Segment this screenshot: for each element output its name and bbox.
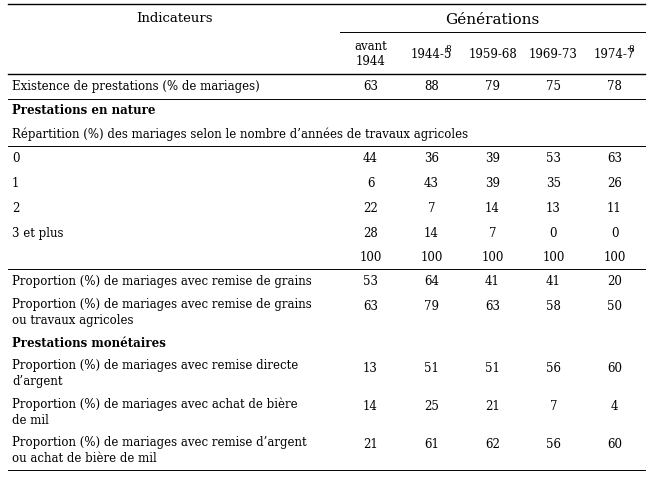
Text: 100: 100 xyxy=(603,251,626,264)
Text: Répartition (%) des mariages selon le nombre d’années de travaux agricoles: Répartition (%) des mariages selon le no… xyxy=(12,127,468,141)
Text: 44: 44 xyxy=(363,152,378,165)
Text: 63: 63 xyxy=(363,300,378,313)
Text: Proportion (%) de mariages avec remise de grains: Proportion (%) de mariages avec remise d… xyxy=(12,274,311,287)
Text: 14: 14 xyxy=(424,227,439,240)
Text: 26: 26 xyxy=(607,177,622,190)
Text: 58: 58 xyxy=(546,300,561,313)
Text: 64: 64 xyxy=(424,274,439,287)
Text: 75: 75 xyxy=(546,80,561,93)
Text: 7: 7 xyxy=(428,202,436,215)
Text: 62: 62 xyxy=(485,438,500,452)
Text: Générations: Générations xyxy=(445,13,539,27)
Text: 3 et plus: 3 et plus xyxy=(12,227,63,240)
Text: 79: 79 xyxy=(424,300,439,313)
Text: 7: 7 xyxy=(550,400,557,413)
Text: 25: 25 xyxy=(424,400,439,413)
Text: 60: 60 xyxy=(607,362,622,375)
Text: 63: 63 xyxy=(607,152,622,165)
Text: Indicateurs: Indicateurs xyxy=(136,11,212,24)
Text: 36: 36 xyxy=(424,152,439,165)
Text: 100: 100 xyxy=(481,251,503,264)
Text: 11: 11 xyxy=(607,202,622,215)
Text: 51: 51 xyxy=(424,362,439,375)
Text: 22: 22 xyxy=(363,202,378,215)
Text: 8: 8 xyxy=(446,45,451,54)
Text: 1974-7: 1974-7 xyxy=(594,47,635,60)
Text: 88: 88 xyxy=(424,80,439,93)
Text: 41: 41 xyxy=(546,274,561,287)
Text: 53: 53 xyxy=(546,152,561,165)
Text: 4: 4 xyxy=(611,400,618,413)
Text: 0: 0 xyxy=(611,227,618,240)
Text: 20: 20 xyxy=(607,274,622,287)
Text: 13: 13 xyxy=(363,362,378,375)
Text: 100: 100 xyxy=(359,251,382,264)
Text: Prestations en nature: Prestations en nature xyxy=(12,104,155,117)
Text: 78: 78 xyxy=(607,80,622,93)
Text: 14: 14 xyxy=(363,400,378,413)
Text: 1969-73: 1969-73 xyxy=(529,47,578,60)
Text: 39: 39 xyxy=(485,152,500,165)
Text: 0: 0 xyxy=(12,152,20,165)
Text: 43: 43 xyxy=(424,177,439,190)
Text: 56: 56 xyxy=(546,362,561,375)
Text: 56: 56 xyxy=(546,438,561,452)
Text: 79: 79 xyxy=(485,80,500,93)
Text: 7: 7 xyxy=(488,227,496,240)
Text: 1944-5: 1944-5 xyxy=(411,47,452,60)
Text: 6: 6 xyxy=(367,177,374,190)
Text: 41: 41 xyxy=(485,274,500,287)
Text: 1: 1 xyxy=(12,177,20,190)
Text: 53: 53 xyxy=(363,274,378,287)
Text: 61: 61 xyxy=(424,438,439,452)
Text: Existence de prestations (% de mariages): Existence de prestations (% de mariages) xyxy=(12,80,260,93)
Text: 39: 39 xyxy=(485,177,500,190)
Text: 63: 63 xyxy=(485,300,500,313)
Text: Proportion (%) de mariages avec remise d’argent
ou achat de bière de mil: Proportion (%) de mariages avec remise d… xyxy=(12,436,307,465)
Text: 13: 13 xyxy=(546,202,561,215)
Text: Proportion (%) de mariages avec achat de bière
de mil: Proportion (%) de mariages avec achat de… xyxy=(12,398,298,427)
Text: avant
1944: avant 1944 xyxy=(354,40,387,68)
Text: Prestations monétaires: Prestations monétaires xyxy=(12,337,166,350)
Text: 28: 28 xyxy=(363,227,378,240)
Text: 1959-68: 1959-68 xyxy=(468,47,517,60)
Text: 100: 100 xyxy=(542,251,565,264)
Text: 21: 21 xyxy=(363,438,378,452)
Text: Proportion (%) de mariages avec remise directe
d’argent: Proportion (%) de mariages avec remise d… xyxy=(12,359,298,388)
Text: 50: 50 xyxy=(607,300,622,313)
Text: 51: 51 xyxy=(485,362,500,375)
Text: 14: 14 xyxy=(485,202,500,215)
Text: 8: 8 xyxy=(629,45,635,54)
Text: 63: 63 xyxy=(363,80,378,93)
Text: 100: 100 xyxy=(421,251,443,264)
Text: Proportion (%) de mariages avec remise de grains
ou travaux agricoles: Proportion (%) de mariages avec remise d… xyxy=(12,298,311,327)
Text: 60: 60 xyxy=(607,438,622,452)
Text: 21: 21 xyxy=(485,400,500,413)
Text: 2: 2 xyxy=(12,202,20,215)
Text: 35: 35 xyxy=(546,177,561,190)
Text: 0: 0 xyxy=(550,227,557,240)
